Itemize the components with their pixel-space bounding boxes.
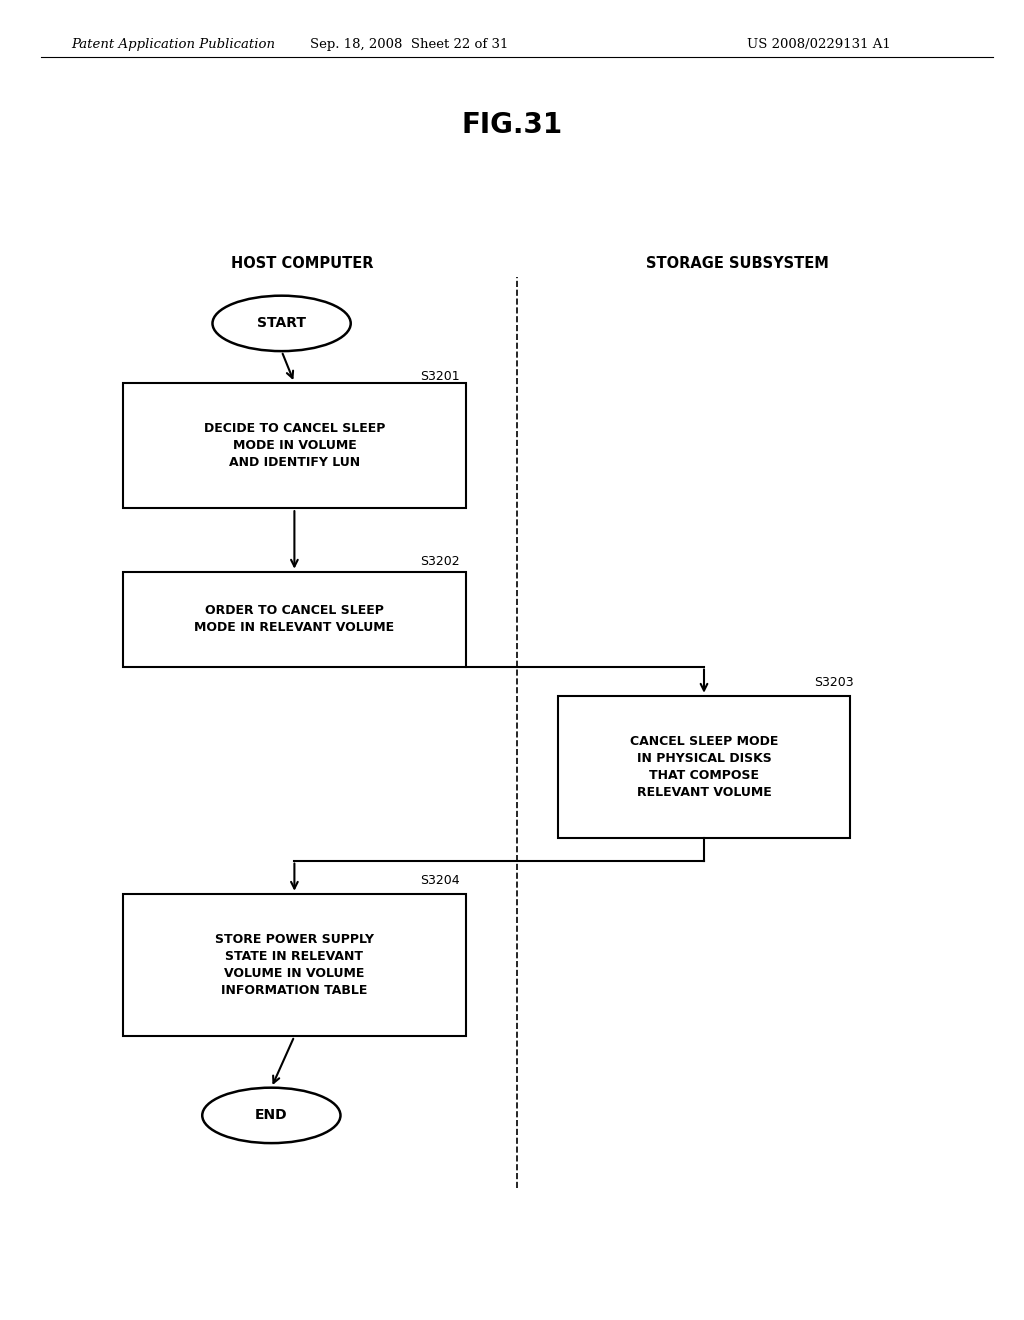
Text: S3203: S3203 [814, 676, 854, 689]
Text: FIG.31: FIG.31 [462, 111, 562, 140]
Text: US 2008/0229131 A1: US 2008/0229131 A1 [748, 38, 891, 51]
FancyBboxPatch shape [123, 894, 466, 1036]
Text: S3202: S3202 [420, 554, 460, 568]
Text: STORE POWER SUPPLY
STATE IN RELEVANT
VOLUME IN VOLUME
INFORMATION TABLE: STORE POWER SUPPLY STATE IN RELEVANT VOL… [215, 933, 374, 997]
FancyBboxPatch shape [123, 572, 466, 667]
Ellipse shape [203, 1088, 340, 1143]
Text: HOST COMPUTER: HOST COMPUTER [230, 256, 374, 272]
Text: Patent Application Publication: Patent Application Publication [72, 38, 275, 51]
Text: STORAGE SUBSYSTEM: STORAGE SUBSYSTEM [646, 256, 828, 272]
Text: END: END [255, 1109, 288, 1122]
Text: S3201: S3201 [420, 370, 460, 383]
Text: Sep. 18, 2008  Sheet 22 of 31: Sep. 18, 2008 Sheet 22 of 31 [310, 38, 509, 51]
Text: ORDER TO CANCEL SLEEP
MODE IN RELEVANT VOLUME: ORDER TO CANCEL SLEEP MODE IN RELEVANT V… [195, 605, 394, 634]
Ellipse shape [213, 296, 350, 351]
Text: DECIDE TO CANCEL SLEEP
MODE IN VOLUME
AND IDENTIFY LUN: DECIDE TO CANCEL SLEEP MODE IN VOLUME AN… [204, 422, 385, 469]
FancyBboxPatch shape [123, 383, 466, 508]
Text: START: START [257, 317, 306, 330]
Text: CANCEL SLEEP MODE
IN PHYSICAL DISKS
THAT COMPOSE
RELEVANT VOLUME: CANCEL SLEEP MODE IN PHYSICAL DISKS THAT… [630, 735, 778, 799]
Text: S3204: S3204 [420, 874, 460, 887]
FancyBboxPatch shape [558, 696, 850, 838]
